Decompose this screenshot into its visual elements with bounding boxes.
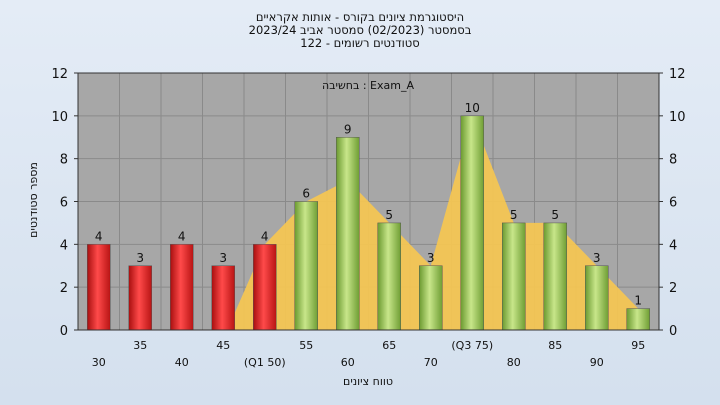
y-tick-label-left: 6 bbox=[60, 196, 68, 211]
plot-frame bbox=[77, 72, 660, 331]
bar-65 bbox=[377, 222, 401, 331]
x-tick-label: 60 bbox=[341, 356, 355, 369]
y-tick-label-right: 8 bbox=[669, 153, 677, 168]
x-tick-label: 65 bbox=[382, 339, 396, 352]
bar-55 bbox=[294, 201, 318, 331]
bar-value-label: 4 bbox=[95, 229, 103, 243]
y-axis-label: מספר סטודנטים bbox=[27, 162, 40, 238]
x-tick-label: 70 bbox=[424, 356, 438, 369]
x-tick-label: 80 bbox=[507, 356, 521, 369]
x-tick-label: 35 bbox=[133, 339, 147, 352]
bar-85 bbox=[543, 222, 567, 331]
y-tick-label-left: 2 bbox=[60, 281, 68, 296]
bar-95 bbox=[626, 308, 650, 331]
x-axis-label: טווח ציונים bbox=[343, 375, 393, 388]
y-tick-label-right: 4 bbox=[669, 238, 677, 253]
bar-value-label: 3 bbox=[427, 251, 435, 265]
x-tick-label: 95 bbox=[631, 339, 645, 352]
bar-value-label: 4 bbox=[261, 229, 269, 243]
bar-35 bbox=[128, 265, 152, 331]
density-area bbox=[227, 115, 639, 330]
bar-(Q1 50) bbox=[253, 244, 277, 331]
bar-value-label: 5 bbox=[385, 208, 393, 222]
bar-80 bbox=[502, 222, 526, 331]
bar-60 bbox=[336, 137, 360, 331]
y-tick-label-left: 12 bbox=[51, 67, 68, 82]
bars-group bbox=[87, 115, 650, 331]
bar-45 bbox=[211, 265, 235, 331]
bar-(Q3 75) bbox=[460, 115, 484, 331]
y-tick-label-right: 0 bbox=[669, 324, 677, 339]
y-tick-label-left: 10 bbox=[51, 110, 68, 125]
bar-value-label: 6 bbox=[302, 187, 310, 201]
bar-value-label: 4 bbox=[178, 229, 186, 243]
x-tick-label: 30 bbox=[92, 356, 106, 369]
x-tick-label: 85 bbox=[548, 339, 562, 352]
bar-70 bbox=[419, 265, 443, 331]
x-tick-label: (Q3 75) bbox=[451, 339, 493, 352]
bar-value-label: 3 bbox=[219, 251, 227, 265]
y-tick-label-right: 10 bbox=[669, 110, 686, 125]
y-tick-label-left: 0 bbox=[60, 324, 68, 339]
data-labels: 4 3 4 3 4 6 9 5 3 10 5 5 3 1 bbox=[95, 101, 642, 308]
bar-value-label: 1 bbox=[634, 294, 642, 308]
exam-annotation: בחשיבה : Exam_A bbox=[322, 79, 414, 92]
chart-title-line-2: בסמסטר (02/2023) סמסטר אביב 2023/24 bbox=[248, 23, 472, 37]
bar-value-label: 3 bbox=[593, 251, 601, 265]
bar-value-label: 5 bbox=[510, 208, 518, 222]
y-tick-label-right: 12 bbox=[669, 67, 686, 82]
x-tick-label: (Q1 50) bbox=[244, 356, 286, 369]
y-tick-label-right: 6 bbox=[669, 196, 677, 211]
x-tick-label: 55 bbox=[299, 339, 313, 352]
bar-value-label: 10 bbox=[465, 101, 480, 115]
chart-title-line-3: סטודנטים רשומים - 122 bbox=[300, 36, 420, 50]
x-tick-label: 45 bbox=[216, 339, 230, 352]
bar-30 bbox=[87, 244, 111, 331]
x-tick-label: 90 bbox=[590, 356, 604, 369]
bar-value-label: 3 bbox=[136, 251, 144, 265]
y-tick-label-right: 2 bbox=[669, 281, 677, 296]
bar-value-label: 5 bbox=[551, 208, 559, 222]
bar-value-label: 9 bbox=[344, 122, 352, 136]
y-tick-label-left: 8 bbox=[60, 153, 68, 168]
bar-40 bbox=[170, 244, 194, 331]
bar-90 bbox=[585, 265, 609, 331]
y-tick-label-left: 4 bbox=[60, 238, 68, 253]
x-tick-label: 40 bbox=[175, 356, 189, 369]
chart-title-line-1: היסטוגרמת ציונים בקורס - אותות אקראיים bbox=[255, 10, 465, 24]
